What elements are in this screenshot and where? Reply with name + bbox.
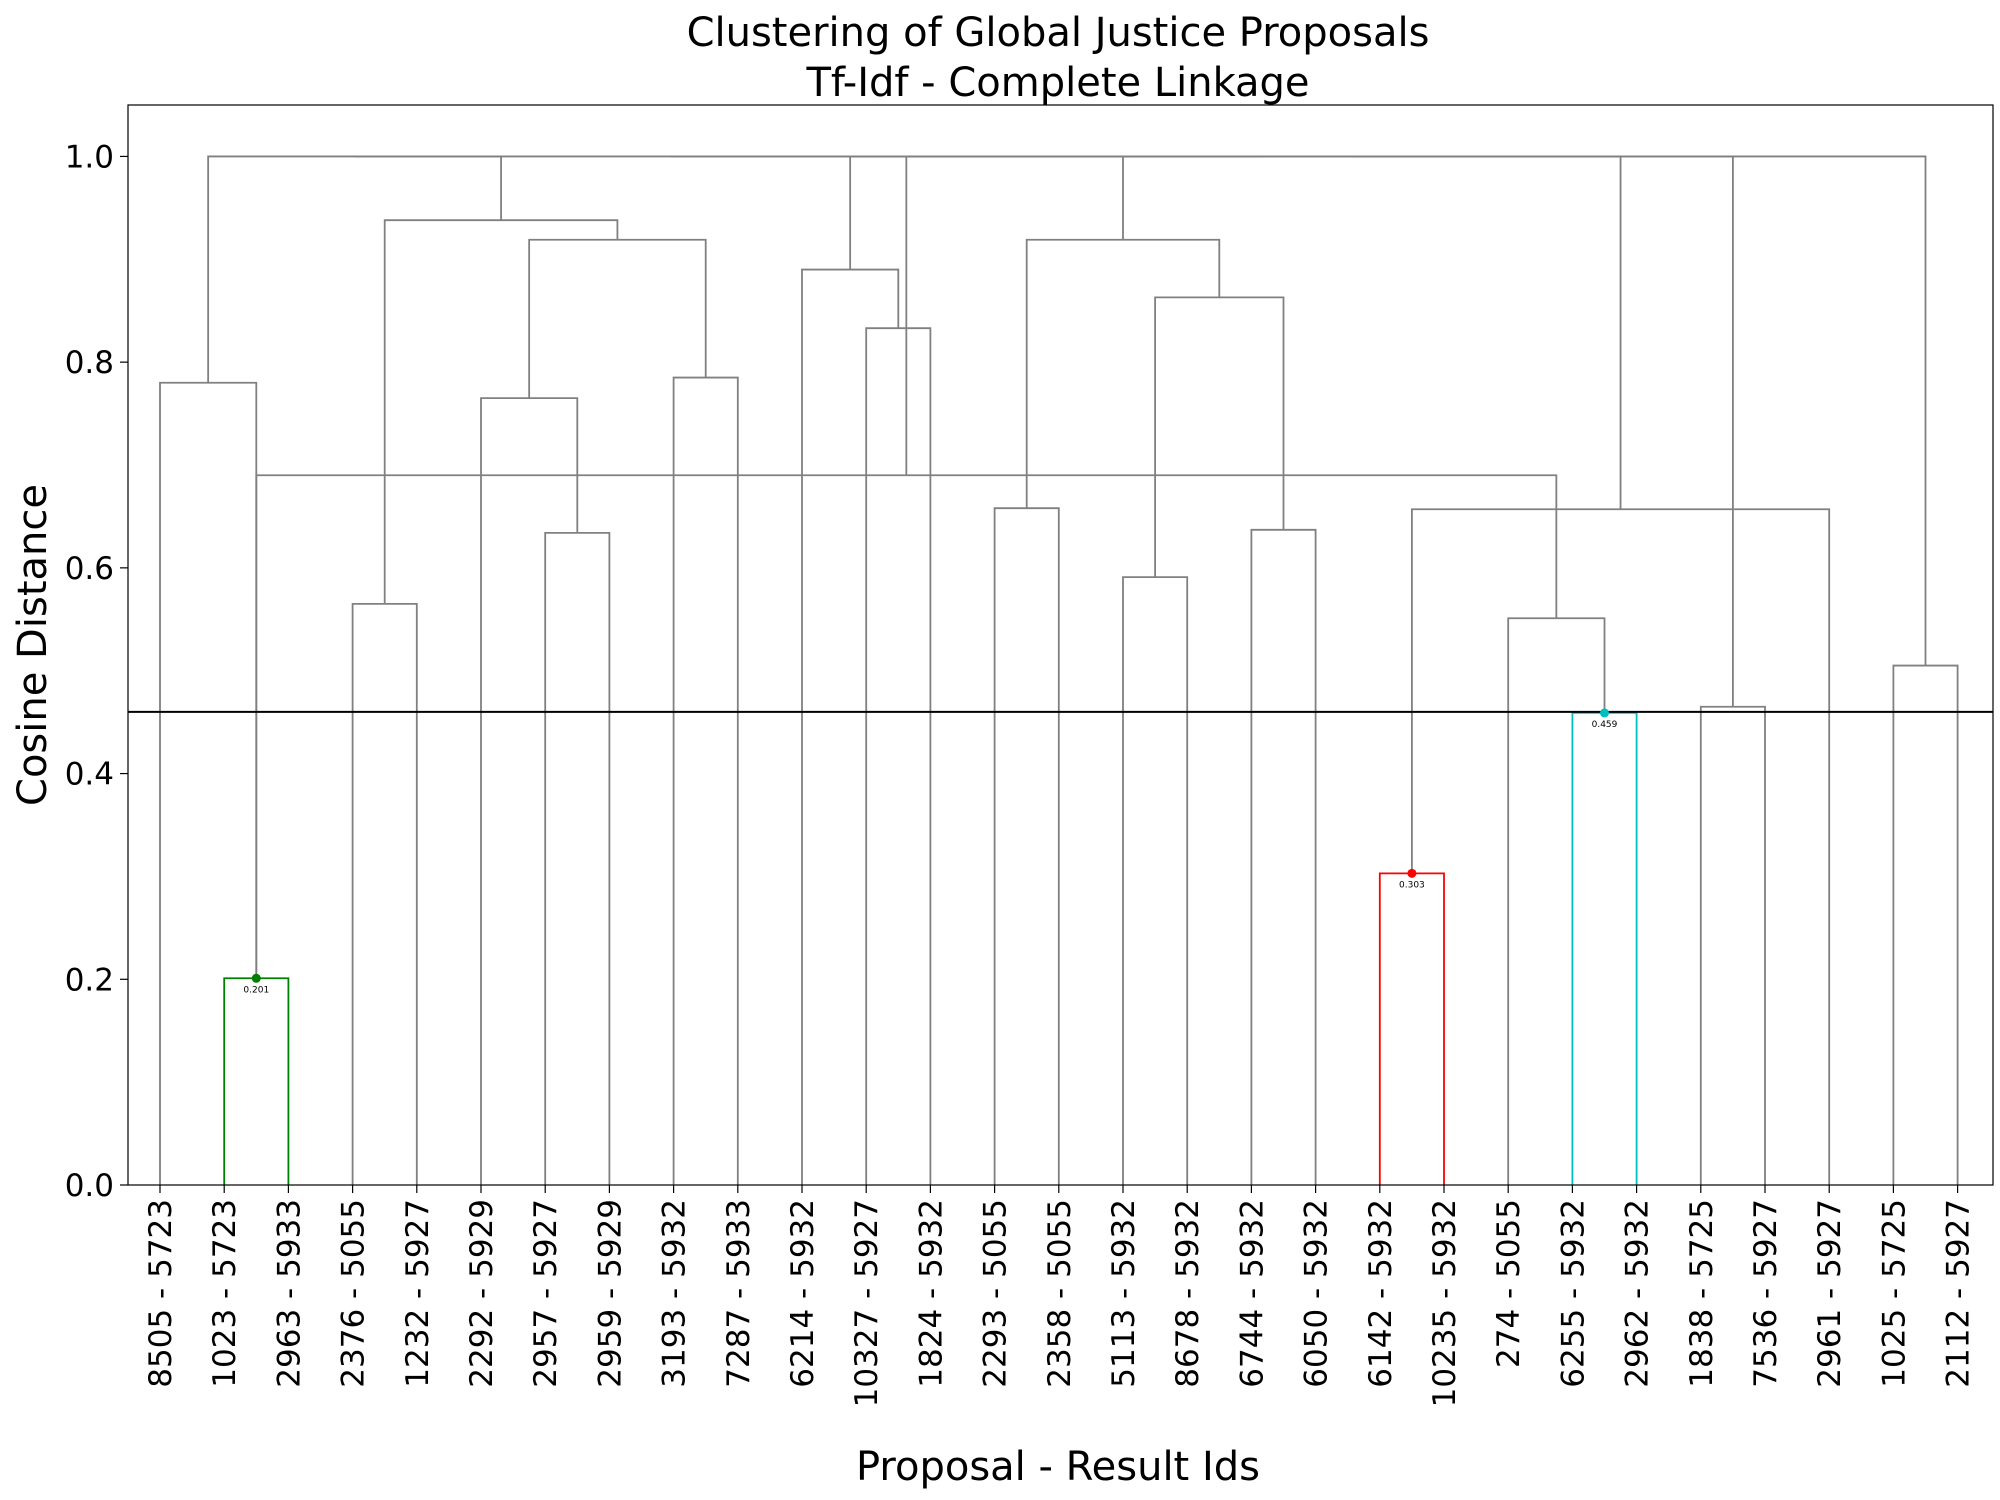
dendrogram-links xyxy=(159,155,1959,1185)
leaf-label: 8505 - 5723 xyxy=(143,1199,179,1388)
dendrogram-link xyxy=(1411,508,1831,1185)
leaf-label: 2293 - 5055 xyxy=(978,1199,1014,1388)
dendrogram-link xyxy=(1154,296,1285,578)
dendrogram-link xyxy=(528,238,707,399)
leaf-label: 10235 - 5932 xyxy=(1427,1199,1463,1407)
leaf-label: 274 - 5055 xyxy=(1491,1199,1527,1368)
plot-frame xyxy=(127,104,1994,1186)
dendrogram-link xyxy=(865,327,932,1185)
y-tick-label: 1.0 xyxy=(65,139,114,175)
merge-marker xyxy=(1407,868,1417,878)
dendrogram-link xyxy=(1892,664,1959,1185)
dendrogram-link xyxy=(1507,617,1606,1185)
y-tick-label: 0.6 xyxy=(65,551,114,587)
y-tick-label: 0.2 xyxy=(65,962,114,998)
leaf-label: 2292 - 5929 xyxy=(464,1199,500,1388)
dendrogram-link xyxy=(1378,872,1445,1185)
dendrogram-link xyxy=(905,155,1622,510)
dendrogram-link xyxy=(383,219,619,604)
dendrogram-link xyxy=(993,507,1060,1185)
leaf-label: 2962 - 5932 xyxy=(1620,1199,1656,1388)
leaf-label: 2112 - 5927 xyxy=(1941,1199,1977,1388)
dendrogram-link xyxy=(255,474,1558,979)
dendrogram-link xyxy=(1699,705,1766,1185)
y-axis-label: Cosine Distance xyxy=(10,484,56,806)
leaf-label: 7287 - 5933 xyxy=(721,1199,757,1388)
dendrogram-link xyxy=(223,977,290,1185)
leaf-label: 2963 - 5933 xyxy=(271,1199,307,1388)
leaf-label: 5113 - 5932 xyxy=(1106,1199,1142,1388)
dendrogram-link xyxy=(1349,155,1927,666)
leaf-label: 2957 - 5927 xyxy=(528,1199,564,1388)
merge-height-label: 0.303 xyxy=(1399,880,1425,890)
leaf-label: 6744 - 5932 xyxy=(1234,1199,1270,1388)
dendrogram-link xyxy=(544,531,611,1185)
leaf-label: 6050 - 5932 xyxy=(1299,1199,1335,1388)
leaf-label: 1838 - 5725 xyxy=(1684,1199,1720,1388)
dendrogram-link xyxy=(1571,711,1638,1185)
dendrogram-link xyxy=(1250,528,1317,1185)
dendrogram-link xyxy=(159,381,258,1185)
y-tick-label: 0.4 xyxy=(65,757,114,793)
y-tick-label: 0.8 xyxy=(65,345,114,381)
merge-marker xyxy=(251,973,261,983)
y-axis-ticks: 0.0 0.2 0.4 0.6 0.8 1.0 xyxy=(65,139,128,1204)
chart-title: Clustering of Global Justice Proposals xyxy=(687,10,1430,56)
x-axis-label: Proposal - Result Ids xyxy=(856,1444,1260,1490)
dendrogram-link xyxy=(1025,238,1221,509)
merge-marker xyxy=(1600,708,1609,718)
leaf-label: 10327 - 5927 xyxy=(849,1199,885,1407)
leaf-label: 1232 - 5927 xyxy=(400,1199,436,1388)
merge-height-label: 0.459 xyxy=(1592,720,1618,730)
x-axis-ticks: 8505 - 5723 1023 - 5723 2963 - 5933 2376 - … xyxy=(143,1185,1977,1407)
merge-height-label: 0.201 xyxy=(243,985,269,995)
dendrogram-link xyxy=(351,602,418,1185)
dendrogram-link xyxy=(1122,576,1189,1185)
leaf-label: 3193 - 5932 xyxy=(657,1199,693,1388)
dendrogram-link xyxy=(207,155,502,383)
leaf-label: 2959 - 5929 xyxy=(592,1199,628,1388)
dendrogram-link xyxy=(849,155,1124,270)
leaf-label: 2376 - 5055 xyxy=(336,1199,372,1388)
dendrogram-link xyxy=(480,397,579,1185)
leaf-label: 1025 - 5725 xyxy=(1876,1199,1912,1388)
leaf-label: 1023 - 5723 xyxy=(207,1199,243,1388)
y-tick-label: 0.0 xyxy=(65,1168,114,1204)
dendrogram-link xyxy=(672,376,739,1185)
leaf-label: 2961 - 5927 xyxy=(1812,1199,1848,1388)
leaf-label: 7536 - 5927 xyxy=(1748,1199,1784,1388)
leaf-label: 2358 - 5055 xyxy=(1042,1199,1078,1388)
leaf-label: 1824 - 5932 xyxy=(913,1199,949,1388)
chart-subtitle: Tf-Idf - Complete Linkage xyxy=(805,60,1309,106)
dendrogram-link xyxy=(801,268,900,1185)
leaf-label: 6214 - 5932 xyxy=(785,1199,821,1388)
leaf-label: 6142 - 5932 xyxy=(1363,1199,1399,1388)
leaf-label: 8678 - 5932 xyxy=(1170,1199,1206,1388)
merge-annotations: 0.201 0.303 0.459 xyxy=(243,708,1618,995)
leaf-label: 6255 - 5932 xyxy=(1555,1199,1591,1388)
